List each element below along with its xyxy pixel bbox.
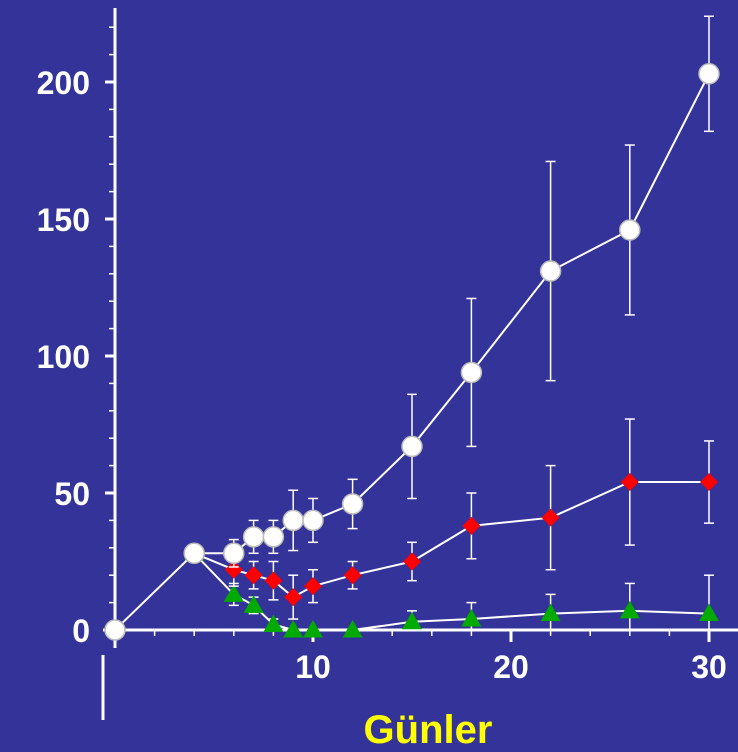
data-point xyxy=(342,620,363,638)
data-point xyxy=(223,542,245,565)
data-point xyxy=(242,526,265,548)
x-tick-label: 20 xyxy=(493,649,529,685)
data-point xyxy=(540,603,561,622)
data-point xyxy=(244,566,263,585)
data-point xyxy=(224,560,243,579)
data-point xyxy=(341,493,364,515)
series-diamond xyxy=(185,418,718,620)
data-point xyxy=(303,620,323,638)
data-point xyxy=(302,509,324,532)
data-point xyxy=(304,577,322,596)
data-point xyxy=(223,584,244,602)
x-axis-title: Günler xyxy=(364,708,493,752)
data-point xyxy=(698,63,720,85)
data-point xyxy=(262,526,285,548)
x-tick-label: 30 xyxy=(691,649,727,685)
series-layer xyxy=(104,15,720,641)
y-tick-label: 100 xyxy=(37,339,90,375)
data-point xyxy=(282,509,304,532)
series-circle xyxy=(104,15,720,641)
series-triangle xyxy=(184,543,719,638)
data-point xyxy=(183,542,205,565)
data-point xyxy=(343,566,362,585)
data-point xyxy=(264,571,283,590)
data-point xyxy=(619,600,640,619)
data-point xyxy=(460,361,483,384)
data-point xyxy=(700,473,718,492)
axes: 0 50 100 150 200 10 20 30 xyxy=(37,8,738,720)
data-point xyxy=(620,473,639,492)
data-point xyxy=(403,552,421,571)
y-tick-label: 150 xyxy=(37,202,90,238)
data-point xyxy=(283,620,304,638)
y-tick-label: 0 xyxy=(72,613,90,649)
data-point xyxy=(284,588,303,607)
data-point xyxy=(104,619,126,641)
data-point xyxy=(699,603,719,622)
data-point xyxy=(402,611,422,630)
x-tick-label: 10 xyxy=(295,649,331,685)
data-point xyxy=(263,614,284,633)
data-point xyxy=(462,516,481,535)
data-point xyxy=(539,260,562,282)
y-tick-label: 50 xyxy=(54,476,90,512)
data-point xyxy=(401,435,423,458)
data-point xyxy=(461,609,482,627)
data-point xyxy=(243,595,264,613)
y-tick-label: 200 xyxy=(37,65,90,101)
data-point xyxy=(619,219,641,241)
data-point xyxy=(541,508,560,527)
